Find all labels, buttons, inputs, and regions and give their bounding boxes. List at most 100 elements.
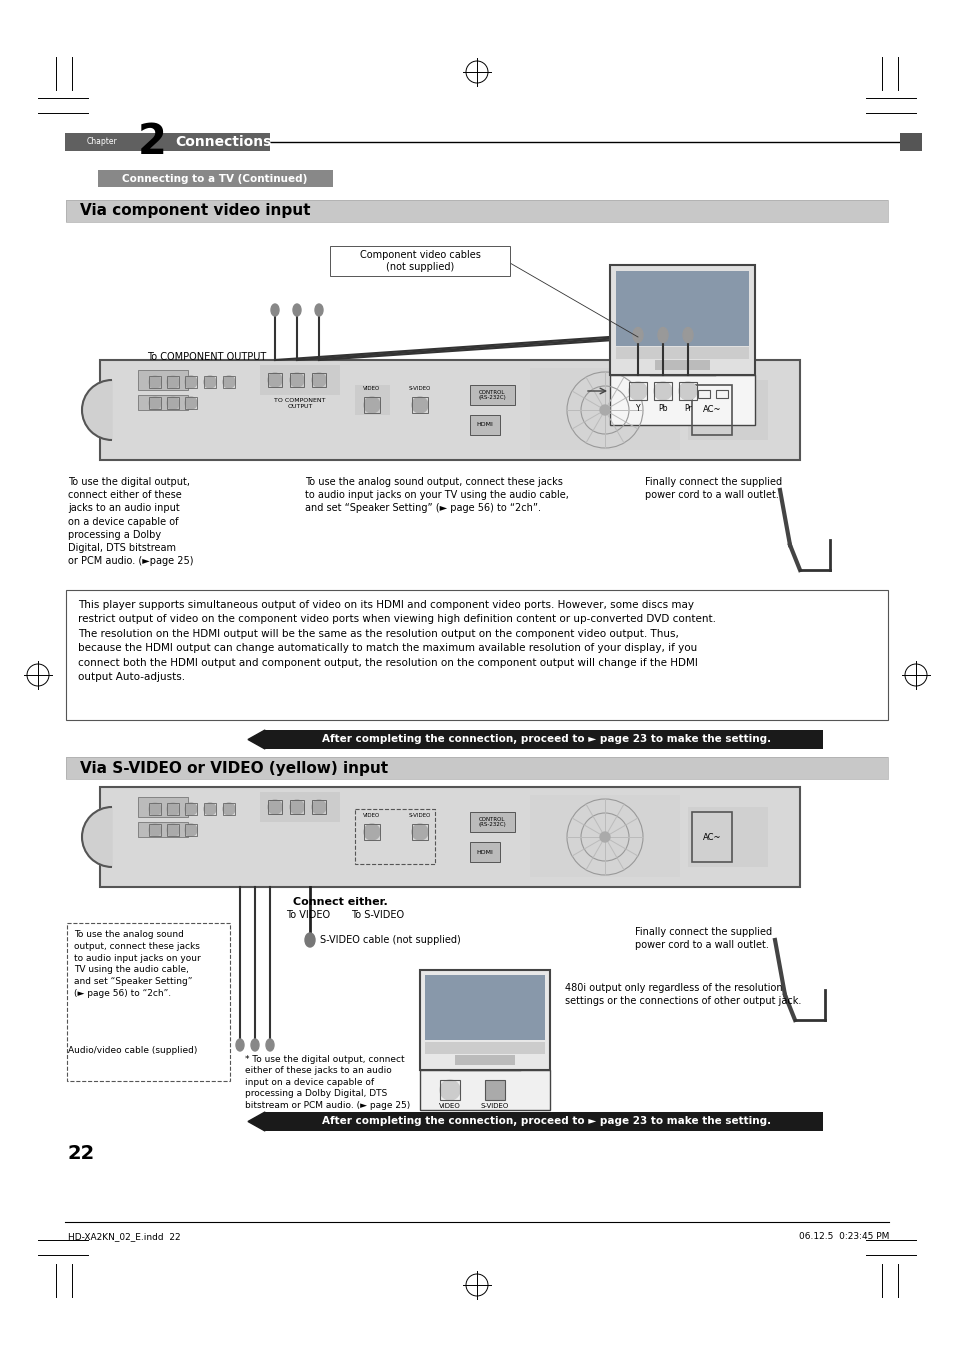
Bar [364, 397, 379, 413]
Bar [268, 800, 282, 815]
Ellipse shape [271, 304, 278, 316]
Text: Y: Y [635, 404, 639, 413]
Circle shape [204, 802, 215, 815]
Ellipse shape [633, 327, 642, 343]
Circle shape [364, 824, 379, 840]
Bar [138, 370, 188, 390]
Bar [204, 376, 215, 388]
Bar [616, 347, 748, 359]
Text: HD-XA2KN_02_E.indd  22: HD-XA2KN_02_E.indd 22 [68, 1232, 180, 1242]
Bar [66, 757, 887, 780]
Bar [609, 265, 754, 376]
Text: S-VIDEO cable (not supplied): S-VIDEO cable (not supplied) [319, 935, 460, 944]
Text: 22: 22 [68, 1144, 95, 1163]
Ellipse shape [305, 934, 314, 947]
Text: AC~: AC~ [702, 832, 720, 842]
Circle shape [268, 373, 282, 386]
Bar [223, 376, 234, 388]
Bar [628, 382, 646, 400]
Ellipse shape [235, 1039, 244, 1051]
Circle shape [185, 802, 196, 815]
Bar [716, 390, 727, 399]
Circle shape [654, 382, 671, 400]
Bar [655, 359, 709, 370]
Ellipse shape [251, 1039, 258, 1051]
Bar [98, 170, 333, 186]
Bar [265, 730, 822, 748]
Bar [185, 397, 196, 409]
Text: To S-VIDEO: To S-VIDEO [351, 911, 404, 920]
Bar [530, 367, 679, 450]
Bar [167, 376, 179, 388]
Circle shape [312, 800, 326, 815]
Text: S-VIDEO: S-VIDEO [409, 813, 431, 817]
Bar [455, 1055, 515, 1065]
Text: CONTROL
(RS-232C): CONTROL (RS-232C) [477, 389, 505, 400]
Bar [185, 824, 196, 836]
Bar [260, 365, 339, 394]
Circle shape [185, 824, 196, 836]
Bar [100, 359, 800, 459]
Text: To VIDEO: To VIDEO [286, 911, 330, 920]
Text: Chapter: Chapter [87, 138, 117, 146]
Bar [66, 200, 887, 222]
Wedge shape [82, 380, 112, 440]
Circle shape [312, 373, 326, 386]
Bar [290, 800, 304, 815]
Bar [138, 797, 188, 817]
Text: 480i output only regardless of the resolution
settings or the connections of oth: 480i output only regardless of the resol… [564, 984, 801, 1006]
Text: To use the analog sound output, connect these jacks
to audio input jacks on your: To use the analog sound output, connect … [305, 477, 568, 513]
Bar [412, 824, 428, 840]
Circle shape [167, 824, 179, 836]
Bar [167, 802, 179, 815]
Ellipse shape [293, 304, 301, 316]
Bar [687, 380, 767, 440]
Bar [100, 359, 800, 459]
Bar [691, 385, 731, 435]
Bar [616, 272, 748, 346]
Text: To COMPONENT OUTPUT: To COMPONENT OUTPUT [147, 353, 266, 362]
Bar [679, 382, 697, 400]
Bar [223, 802, 234, 815]
Text: Connecting to a TV (Continued): Connecting to a TV (Continued) [122, 173, 308, 184]
Bar [424, 1042, 544, 1054]
Text: HDMI: HDMI [476, 423, 493, 427]
Bar [687, 807, 767, 867]
Text: This player supports simultaneous output of video on its HDMI and component vide: This player supports simultaneous output… [78, 600, 716, 682]
Bar [100, 788, 800, 888]
Bar [419, 970, 550, 1070]
Bar [355, 809, 435, 865]
Text: Connect either.: Connect either. [293, 897, 387, 907]
Bar [698, 390, 709, 399]
Text: VIDEO: VIDEO [363, 813, 380, 817]
Circle shape [223, 376, 234, 388]
Bar [470, 385, 515, 405]
Bar [138, 821, 188, 838]
Circle shape [167, 397, 179, 409]
Text: CONTROL
(RS-232C): CONTROL (RS-232C) [477, 816, 505, 827]
Text: Via component video input: Via component video input [80, 204, 310, 219]
Bar [185, 802, 196, 815]
Bar [312, 373, 326, 386]
Ellipse shape [682, 327, 692, 343]
Text: Component video cables
(not supplied): Component video cables (not supplied) [359, 250, 480, 272]
Text: HDMI: HDMI [476, 850, 493, 854]
Bar [66, 200, 887, 222]
Bar [65, 132, 270, 151]
Text: AC~: AC~ [702, 405, 720, 415]
Bar [265, 1112, 822, 1131]
Circle shape [439, 1079, 459, 1100]
Bar [312, 800, 326, 815]
Text: Via S-VIDEO or VIDEO (yellow) input: Via S-VIDEO or VIDEO (yellow) input [80, 761, 388, 775]
Bar [691, 812, 731, 862]
Circle shape [167, 802, 179, 815]
Circle shape [599, 405, 609, 415]
Text: To use the analog sound
output, connect these jacks
to audio input jacks on your: To use the analog sound output, connect … [74, 929, 200, 998]
Ellipse shape [314, 304, 323, 316]
Bar [204, 802, 215, 815]
Circle shape [412, 397, 428, 413]
Circle shape [290, 373, 304, 386]
Text: S-VIDEO: S-VIDEO [480, 1102, 509, 1109]
Circle shape [628, 382, 646, 400]
Bar [424, 975, 544, 1040]
